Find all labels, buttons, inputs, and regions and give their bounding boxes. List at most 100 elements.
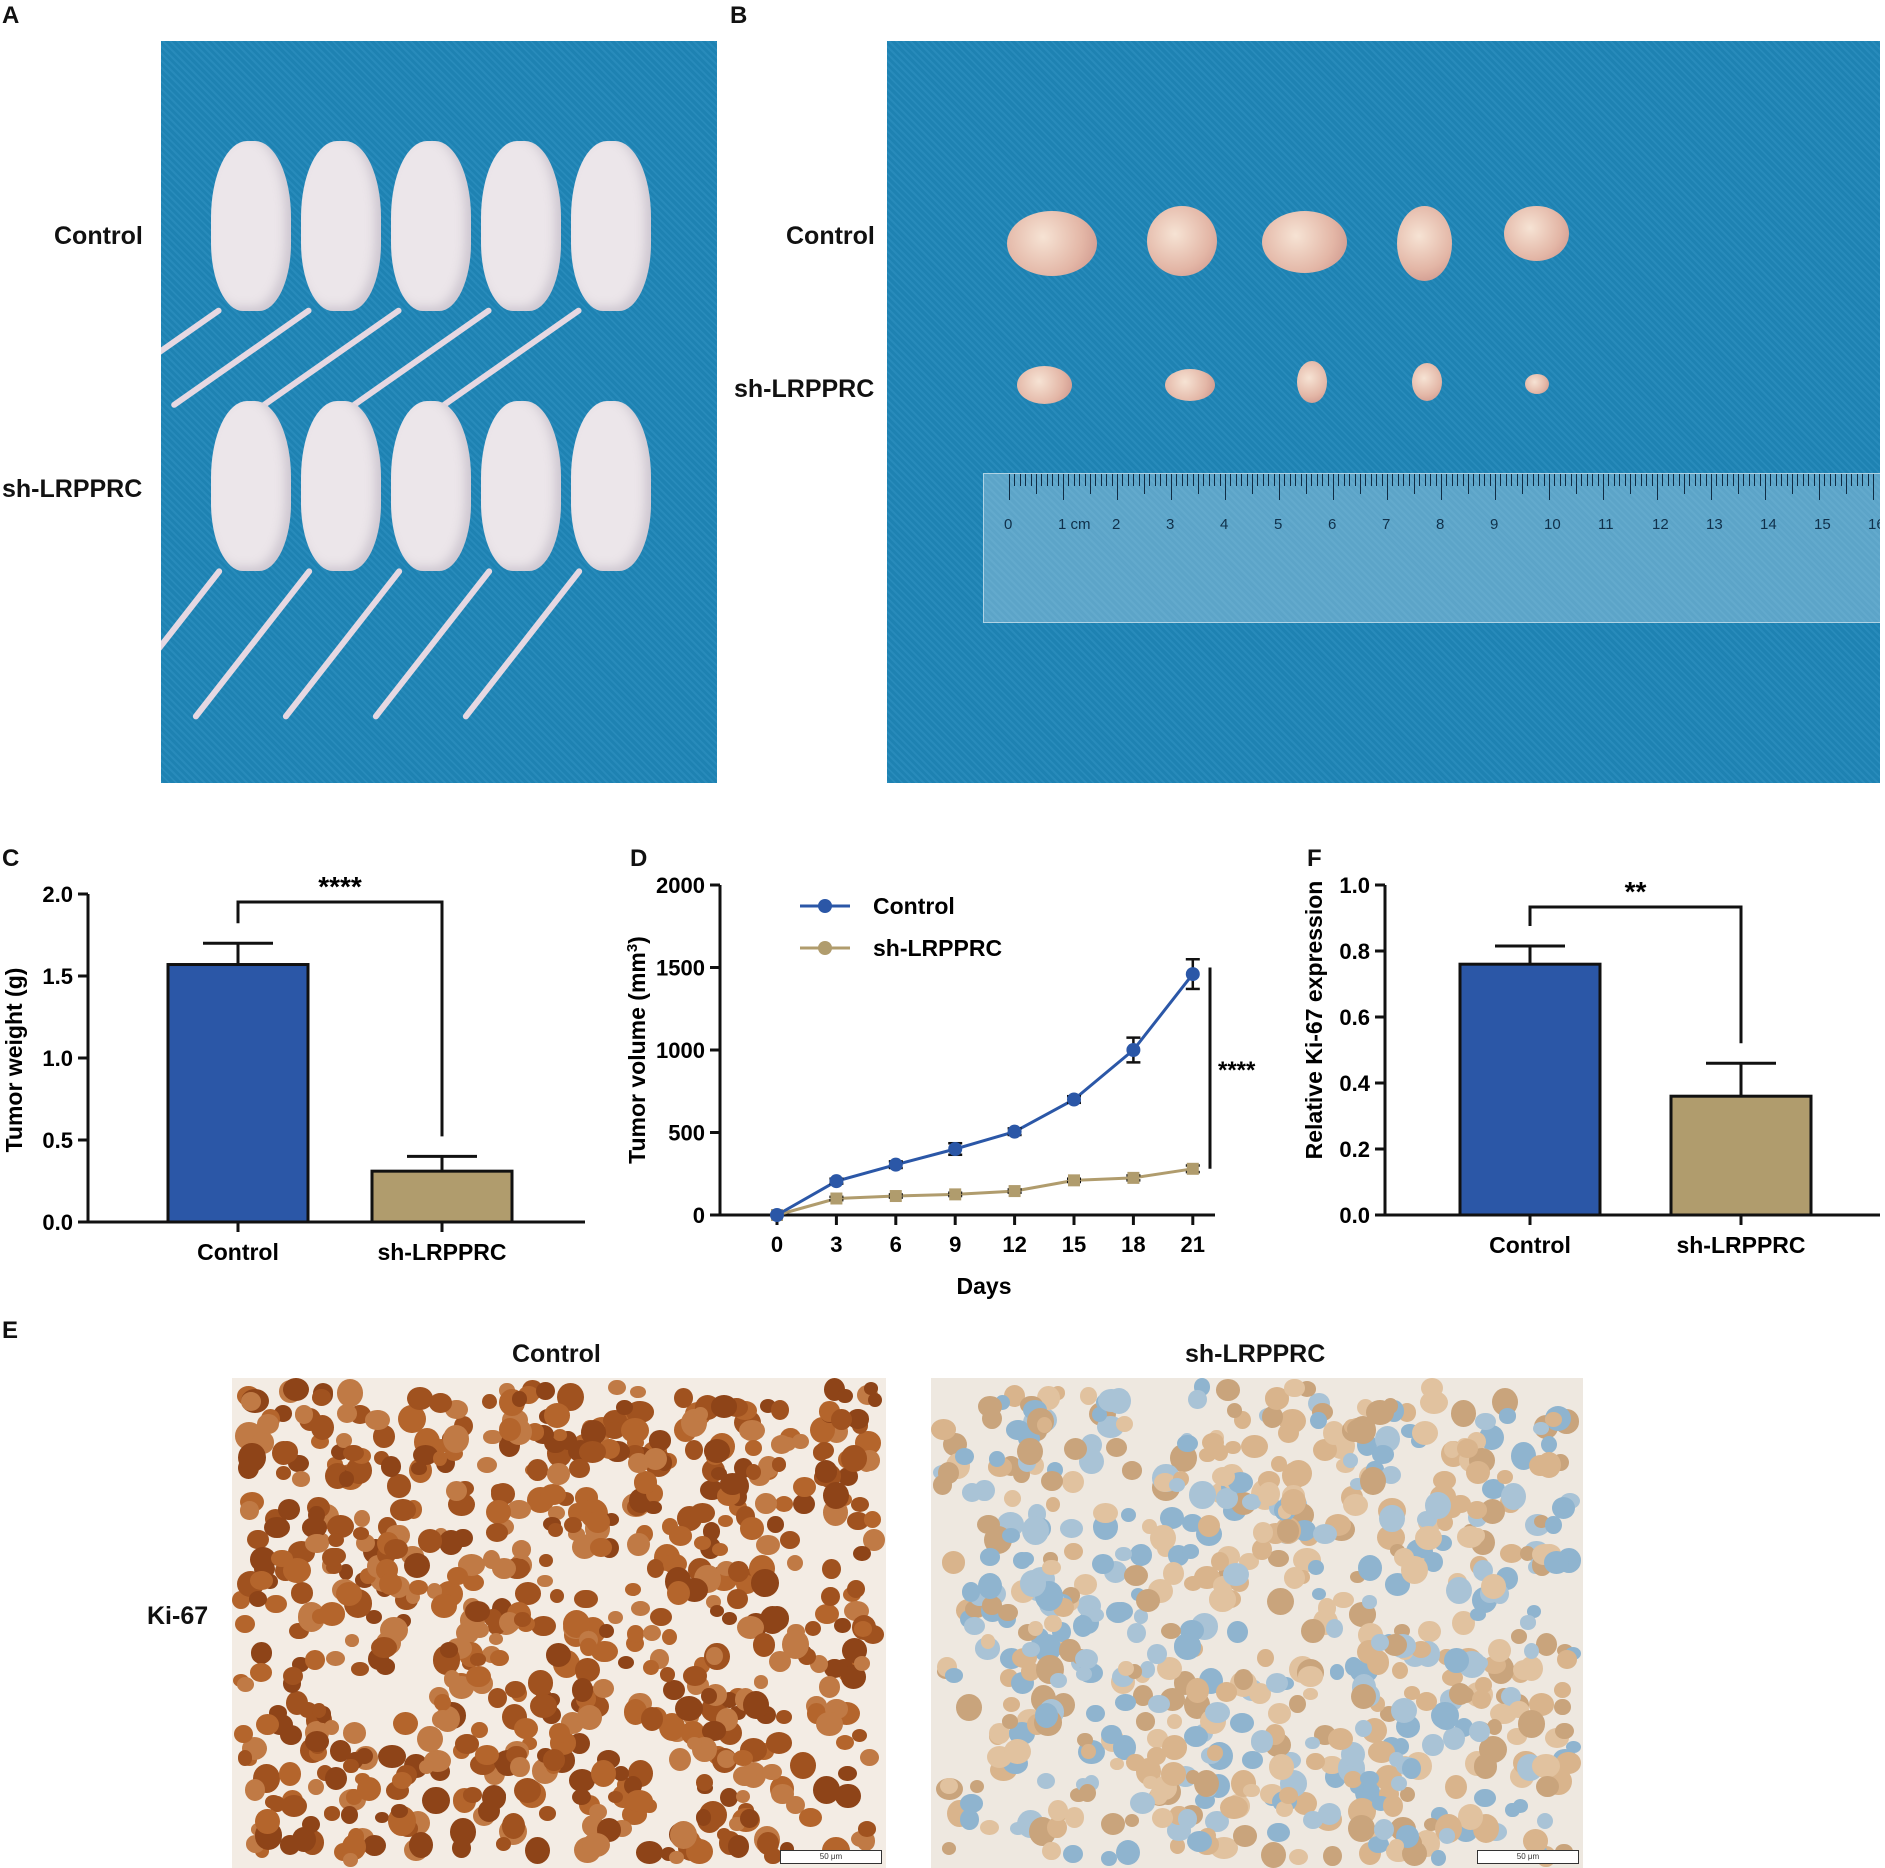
- nucleus: [1451, 1400, 1476, 1427]
- ruler-tick: [1549, 474, 1550, 500]
- nucleus: [1186, 1678, 1209, 1703]
- nucleus: [1042, 1659, 1059, 1676]
- nucleus: [727, 1834, 750, 1858]
- nucleus: [1267, 1587, 1294, 1615]
- nucleus: [357, 1776, 382, 1801]
- nucleus: [649, 1607, 672, 1627]
- nucleus: [1446, 1576, 1473, 1605]
- nucleus: [1312, 1523, 1338, 1545]
- ruler-tick: [1360, 474, 1361, 494]
- nucleus: [1078, 1784, 1097, 1803]
- nucleus: [1480, 1574, 1506, 1599]
- nucleus: [1210, 1551, 1229, 1572]
- nucleus: [1162, 1561, 1185, 1586]
- bar-control: [166, 963, 310, 1224]
- ruler-tick: [1127, 474, 1129, 486]
- nucleus: [722, 1612, 737, 1626]
- x-tick-label: 18: [1121, 1232, 1145, 1257]
- nucleus: [668, 1748, 691, 1772]
- nucleus: [1186, 1830, 1212, 1852]
- nucleus: [1208, 1586, 1237, 1612]
- ruler-tick: [1171, 474, 1172, 500]
- nucleus: [1204, 1811, 1229, 1833]
- nucleus: [660, 1666, 676, 1682]
- nucleus: [770, 1783, 794, 1804]
- nucleus: [290, 1581, 314, 1604]
- tumor-control: [1147, 206, 1217, 276]
- y-tick-label: 0.0: [42, 1210, 73, 1235]
- nucleus: [669, 1850, 684, 1864]
- nucleus: [814, 1460, 838, 1483]
- tumors-photo: 0 1 cm 2 3 4 5 6 7 8 9 10 11 12 13 14 15 16: [887, 41, 1880, 783]
- ruler-tick: [1370, 474, 1372, 486]
- nucleus: [931, 1419, 956, 1440]
- nucleus: [824, 1658, 846, 1679]
- nucleus: [816, 1711, 843, 1737]
- nucleus: [378, 1745, 406, 1769]
- point-sh-lrpprc: [1008, 1185, 1021, 1198]
- nucleus: [604, 1422, 626, 1440]
- nucleus: [571, 1535, 597, 1560]
- nucleus: [374, 1811, 390, 1824]
- nucleus: [1115, 1694, 1136, 1712]
- ruler-tick: [1711, 474, 1712, 500]
- ruler-tick: [1667, 474, 1669, 486]
- nucleus: [407, 1387, 434, 1411]
- ruler-label: 1 cm: [1058, 516, 1091, 533]
- legend-label: sh-LRPPRC: [873, 935, 1002, 961]
- nucleus: [642, 1659, 660, 1676]
- nucleus: [1411, 1420, 1438, 1445]
- nucleus: [434, 1694, 452, 1712]
- nucleus: [428, 1393, 453, 1413]
- ruler-tick: [1225, 474, 1226, 500]
- nucleus: [669, 1526, 693, 1546]
- nucleus: [1543, 1551, 1569, 1574]
- ruler-tick: [1705, 474, 1707, 486]
- ruler-tick: [1019, 474, 1021, 486]
- nucleus: [1027, 1621, 1043, 1636]
- nucleus: [1423, 1818, 1439, 1832]
- nucleus: [1289, 1848, 1309, 1866]
- nucleus: [1414, 1525, 1442, 1551]
- nucleus: [1466, 1461, 1490, 1485]
- tumor-control: [1504, 206, 1569, 261]
- y-tick-label: 0.6: [1339, 1005, 1370, 1030]
- nucleus: [977, 1395, 1003, 1417]
- nucleus: [393, 1712, 418, 1736]
- ruler-tick: [1451, 474, 1453, 486]
- nucleus: [234, 1724, 254, 1743]
- nucleus: [477, 1799, 501, 1823]
- nucleus: [940, 1778, 959, 1795]
- nucleus: [336, 1582, 363, 1607]
- nucleus: [626, 1624, 645, 1643]
- ruler-tick: [1441, 474, 1442, 500]
- nucleus: [413, 1444, 439, 1465]
- nucleus: [1328, 1727, 1354, 1750]
- nucleus: [1257, 1649, 1275, 1667]
- ruler-tick: [1090, 474, 1091, 494]
- ihc-sh-image: 50 μm: [931, 1378, 1583, 1868]
- nucleus: [739, 1808, 759, 1828]
- nucleus: [1074, 1649, 1098, 1670]
- nucleus: [537, 1574, 553, 1588]
- nucleus: [851, 1728, 868, 1743]
- nucleus: [693, 1407, 708, 1422]
- nucleus: [491, 1482, 516, 1505]
- y-tick-label: 0: [693, 1203, 705, 1228]
- nucleus: [364, 1409, 390, 1431]
- nucleus: [1003, 1489, 1022, 1508]
- ruler-tick: [1117, 474, 1118, 500]
- nucleus: [1248, 1682, 1272, 1705]
- nucleus: [442, 1425, 470, 1453]
- nucleus: [717, 1827, 732, 1841]
- x-tick-label: sh-LRPPRC: [1676, 1232, 1805, 1258]
- nucleus: [1148, 1694, 1171, 1714]
- ruler-tick: [1214, 474, 1216, 486]
- y-tick-label: 0.8: [1339, 939, 1370, 964]
- nucleus: [1079, 1387, 1097, 1406]
- ruler-tick: [1651, 474, 1653, 486]
- nucleus: [1110, 1758, 1125, 1770]
- nucleus: [1105, 1601, 1131, 1624]
- ruler-tick: [1511, 474, 1513, 486]
- nucleus: [1475, 1676, 1492, 1693]
